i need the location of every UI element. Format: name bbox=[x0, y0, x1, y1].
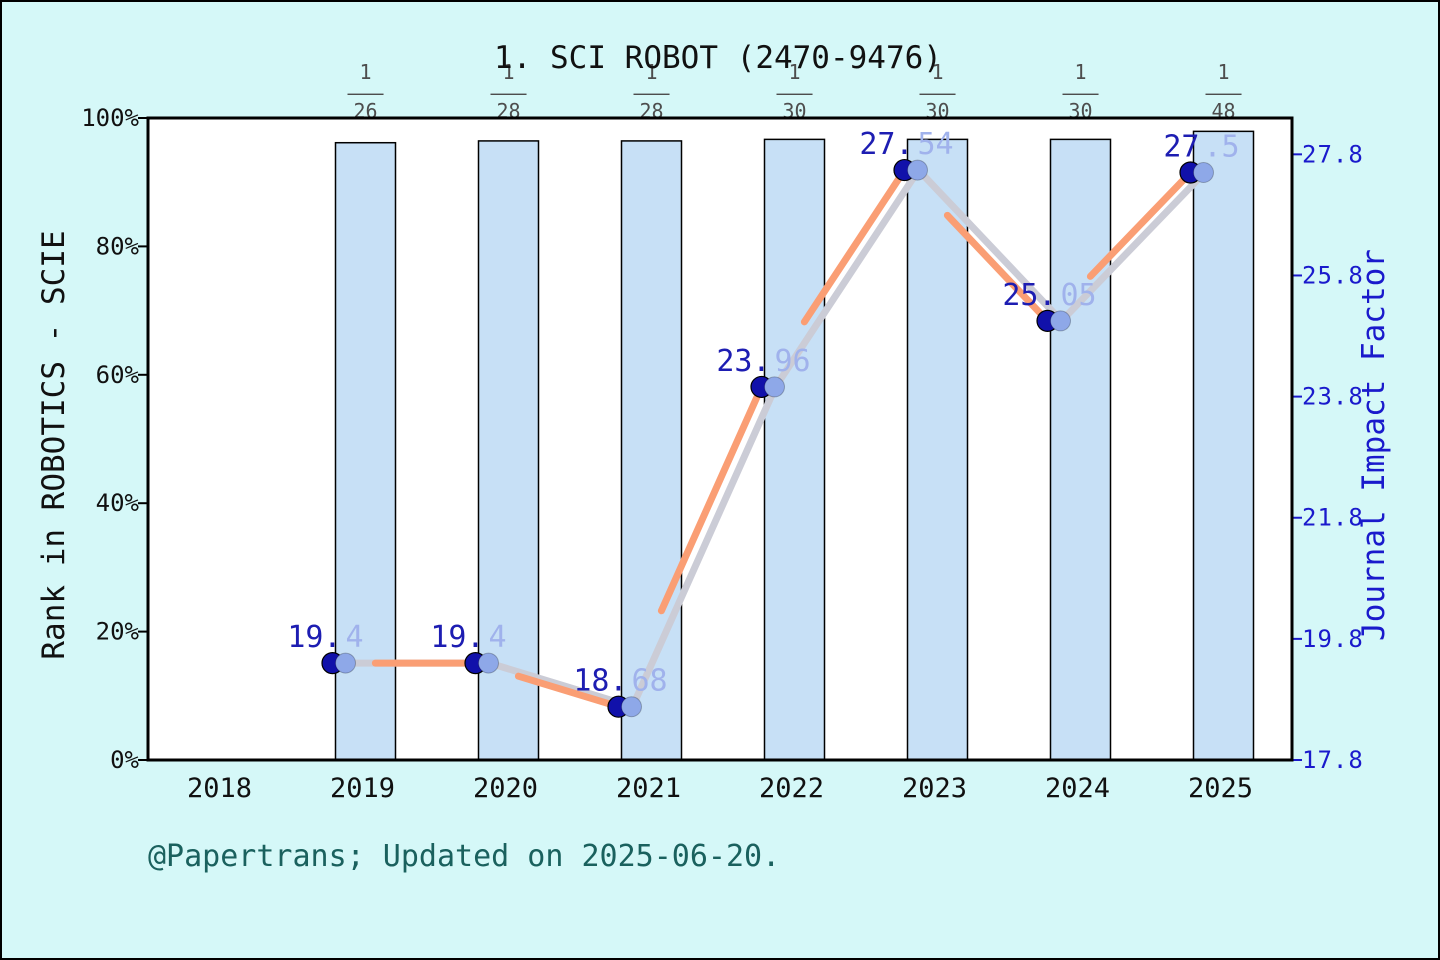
jif-value-label-decimal-2020: 4 bbox=[489, 620, 507, 655]
plot-area bbox=[148, 118, 1292, 760]
rank-fraction-bar-2024: ——— bbox=[1062, 81, 1099, 105]
rank-bar-2024 bbox=[1049, 138, 1112, 761]
jif-value-label-2023: 27. bbox=[859, 127, 913, 162]
jif-value-label-decimal-2024: 05 bbox=[1061, 278, 1097, 313]
right-tick-label: 19.8 bbox=[1302, 625, 1364, 653]
right-tick-label: 21.8 bbox=[1302, 504, 1364, 532]
footer-credit: @Papertrans; Updated on 2025-06-20. bbox=[148, 839, 780, 874]
jif-point-shadow-2019 bbox=[335, 652, 356, 674]
rank-fraction-numerator-2020: 1 bbox=[502, 60, 514, 84]
rank-bar-2025 bbox=[1192, 130, 1255, 761]
rank-bar-2022 bbox=[763, 138, 826, 761]
rank-fraction-bar-2021: ——— bbox=[633, 81, 670, 105]
x-tick-label-2021: 2021 bbox=[616, 773, 681, 804]
rank-fraction-bar-2025: ——— bbox=[1205, 81, 1242, 105]
jif-line-segment bbox=[800, 166, 908, 326]
x-tick-label-2024: 2024 bbox=[1045, 773, 1110, 804]
jif-value-label-2024: 25. bbox=[1002, 278, 1056, 313]
right-tick-label: 23.8 bbox=[1302, 383, 1364, 411]
jif-value-label-decimal-2025: .5 bbox=[1204, 130, 1240, 165]
jif-line-segment bbox=[943, 211, 1051, 325]
jif-line-segment bbox=[1086, 169, 1194, 280]
left-tick-label: 60% bbox=[96, 361, 140, 389]
rank-fraction-numerator-2024: 1 bbox=[1074, 60, 1086, 84]
x-tick-label-2022: 2022 bbox=[759, 773, 824, 804]
rank-bar-2021 bbox=[620, 140, 683, 761]
right-tick-label: 17.8 bbox=[1302, 746, 1364, 774]
rank-fraction-numerator-2021: 1 bbox=[645, 60, 657, 84]
x-tick-label-2023: 2023 bbox=[902, 773, 967, 804]
markers-layer bbox=[321, 158, 1214, 718]
rank-fraction-numerator-2023: 1 bbox=[931, 60, 943, 84]
left-tick-label: 0% bbox=[110, 746, 139, 774]
x-tick-label-2025: 2025 bbox=[1188, 773, 1253, 804]
jif-value-label-decimal-2022: 96 bbox=[775, 344, 811, 379]
jif-point-shadow-2024 bbox=[1050, 310, 1071, 332]
rank-fraction-bar-2023: ——— bbox=[919, 81, 956, 105]
jif-point-shadow-2022 bbox=[764, 376, 785, 398]
jif-line-segment bbox=[657, 383, 765, 615]
left-tick-label: 40% bbox=[96, 489, 140, 517]
jif-point-shadow-2021 bbox=[621, 696, 642, 718]
x-tick-label-2020: 2020 bbox=[473, 773, 538, 804]
jif-point-shadow-2020 bbox=[478, 652, 499, 674]
jif-value-label-decimal-2019: 4 bbox=[346, 620, 364, 655]
jif-value-label-decimal-2021: 68 bbox=[632, 664, 668, 699]
left-axis-title: Rank in ROBOTICS - SCIE bbox=[36, 230, 72, 659]
jif-point-shadow-2023 bbox=[907, 159, 928, 181]
jif-value-label-2021: 18. bbox=[573, 664, 627, 699]
rank-fraction-numerator-2022: 1 bbox=[788, 60, 800, 84]
rank-fraction-bar-2022: ——— bbox=[776, 81, 813, 105]
jif-line-segment bbox=[514, 672, 622, 711]
left-tick-label: 20% bbox=[96, 618, 140, 646]
jif-value-label-2025: 27 bbox=[1163, 130, 1199, 165]
x-tick-label-2019: 2019 bbox=[330, 773, 395, 804]
jif-point-shadow-2025 bbox=[1193, 162, 1214, 184]
chart-dynamic-layer: 1———261———281———281———301———301———301———… bbox=[81, 60, 1364, 804]
rank-fraction-numerator-2025: 1 bbox=[1217, 60, 1229, 84]
plot-border bbox=[146, 116, 1294, 762]
jif-value-label-2020: 19. bbox=[430, 620, 484, 655]
rank-bar-2023 bbox=[906, 138, 969, 761]
rank-fraction-numerator-2019: 1 bbox=[359, 60, 371, 84]
right-tick-label: 25.8 bbox=[1302, 261, 1364, 289]
jif-value-label-decimal-2023: 54 bbox=[918, 127, 954, 162]
left-tick-label: 80% bbox=[96, 232, 140, 260]
x-tick-label-2018: 2018 bbox=[187, 773, 252, 804]
axis-layer: 2018 2019 2020 2021 2022 2023 2024 2025 0% 20% 40%… bbox=[81, 104, 1364, 804]
chart-title: 1. SCI ROBOT (2470-9476) bbox=[494, 40, 942, 76]
right-tick-label: 27.8 bbox=[1302, 140, 1364, 168]
rank-fraction-bar-2019: ——— bbox=[347, 81, 384, 105]
left-tick-label: 100% bbox=[81, 104, 139, 132]
jif-value-label-2019: 19. bbox=[287, 620, 341, 655]
rank-fraction-bar-2020: ——— bbox=[490, 81, 527, 105]
right-axis-title: Journal Impact Factor bbox=[1356, 249, 1392, 641]
jif-value-label-2022: 23. bbox=[716, 344, 770, 379]
